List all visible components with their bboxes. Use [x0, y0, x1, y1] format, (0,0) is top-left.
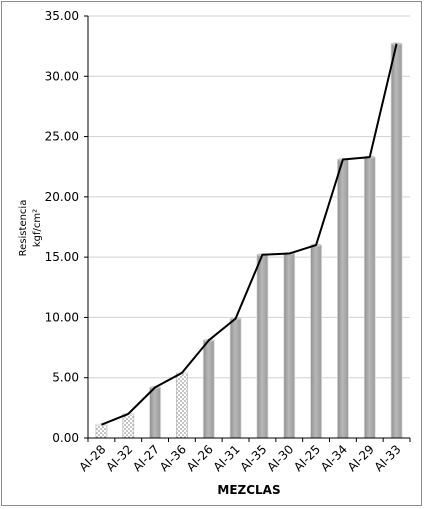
bar-ai-28: [95, 424, 108, 439]
bar-ai-35: [256, 254, 269, 439]
bar-ai-29: [363, 156, 376, 439]
x-tick-label: AI-32: [103, 442, 135, 474]
bar-ai-32: [122, 413, 135, 439]
y-tick-label: 25.00: [45, 130, 79, 144]
bar-ai-25: [310, 244, 322, 439]
bar-ai-36: [176, 372, 188, 439]
x-tick-label: AI-34: [318, 442, 350, 474]
x-tick-label: AI-27: [130, 442, 162, 474]
bar-ai-31: [229, 318, 242, 439]
x-tick-label: AI-26: [184, 442, 216, 474]
series-line: [101, 43, 398, 426]
x-tick-label: AI-25: [291, 442, 323, 474]
x-tick-label: AI-33: [372, 442, 404, 474]
y-axis-title-line1: Resistencia: [18, 200, 29, 257]
x-axis-title: MEZCLAS: [217, 483, 280, 497]
axes: [84, 15, 411, 442]
bar-ai-34: [337, 159, 349, 439]
x-tick-label: AI-29: [345, 442, 377, 474]
bar-ai-27: [149, 386, 161, 439]
bar-ai-26: [202, 339, 215, 439]
y-tick-label: 0.00: [52, 431, 79, 445]
trend-line: [101, 43, 398, 426]
bar-ai-30: [283, 253, 296, 439]
bars: [95, 42, 403, 439]
x-tick-label: AI-35: [237, 442, 269, 474]
y-axis-title-line2: kgf/cm²: [32, 209, 43, 247]
tick-labels: 0.00 5.00 10.00 15.00 20.00 25.00 30.00 35.00 AI…: [45, 9, 404, 474]
y-tick-label: 20.00: [45, 190, 79, 204]
gridlines: [88, 15, 410, 379]
x-tick-label: AI-28: [76, 442, 108, 474]
y-tick-label: 5.00: [52, 371, 79, 385]
y-tick-label: 30.00: [45, 69, 79, 83]
bar-ai-33: [390, 43, 403, 439]
y-tick-label: 10.00: [45, 310, 79, 324]
y-tick-label: 15.00: [45, 250, 79, 264]
y-tick-label: 35.00: [45, 9, 79, 23]
x-tick-label: AI-30: [264, 442, 296, 474]
x-tick-label: AI-31: [211, 442, 243, 474]
x-tick-label: AI-36: [157, 442, 189, 474]
